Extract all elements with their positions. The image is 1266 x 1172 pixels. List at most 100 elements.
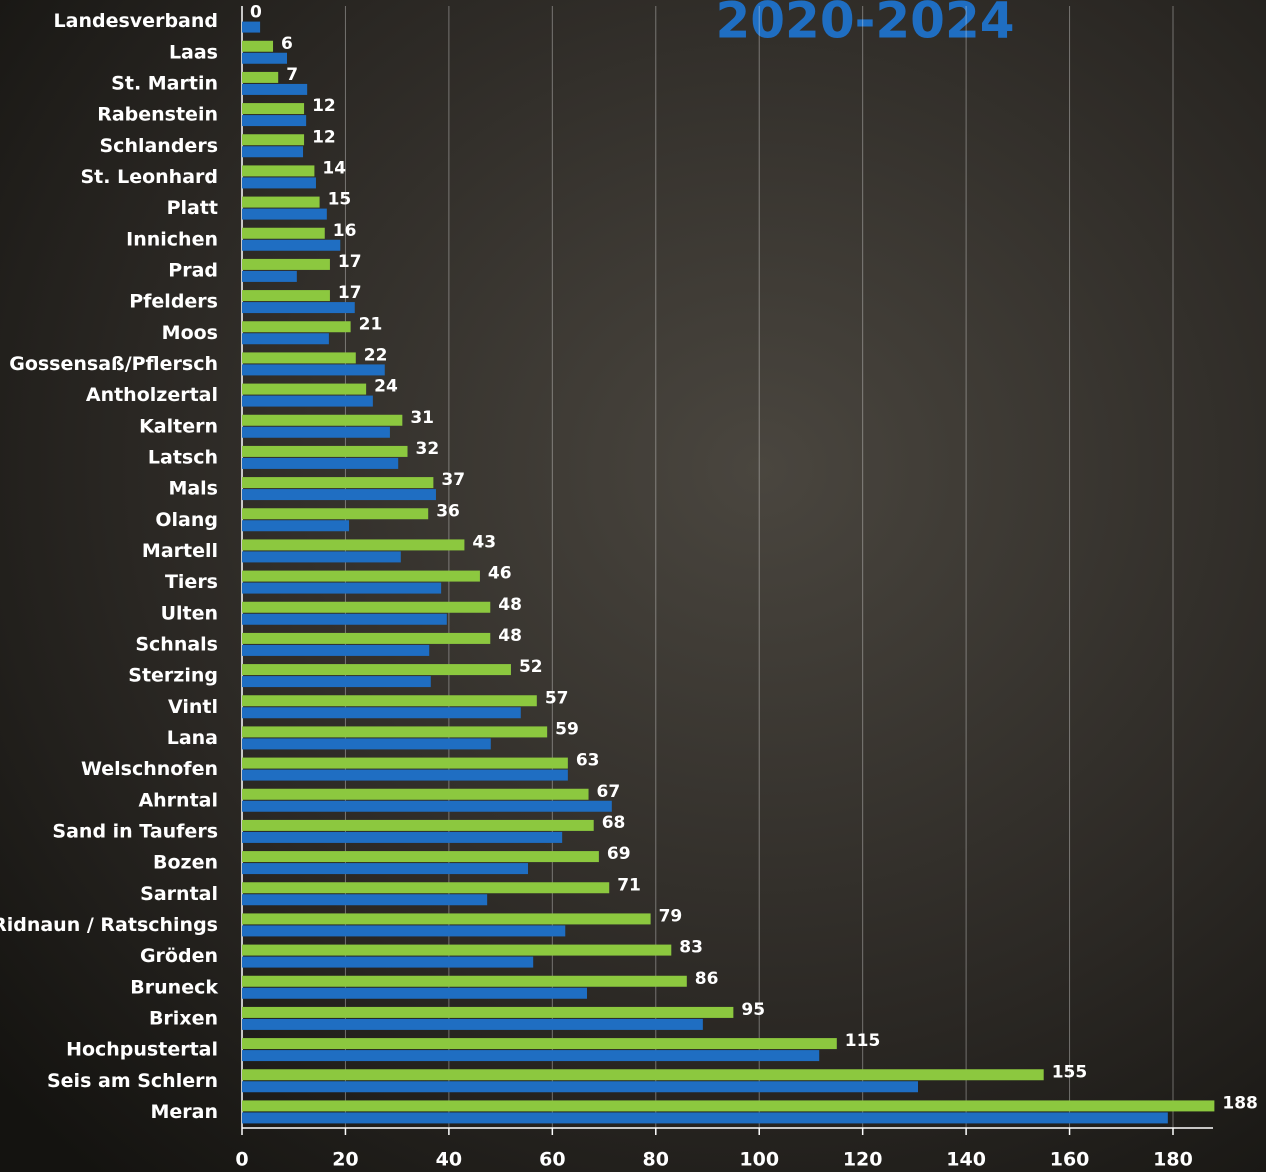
value-label: 79 bbox=[659, 906, 683, 926]
y-tick-label: Innichen bbox=[126, 228, 218, 250]
y-tick-label: Brixen bbox=[149, 1007, 218, 1029]
value-label: 22 bbox=[364, 345, 388, 365]
value-label: 52 bbox=[519, 657, 543, 677]
value-label: 16 bbox=[333, 221, 357, 241]
value-label: 188 bbox=[1222, 1093, 1258, 1113]
value-label: 46 bbox=[488, 564, 512, 584]
value-label: 48 bbox=[498, 626, 522, 646]
x-tick-label: 80 bbox=[643, 1149, 669, 1171]
bar bbox=[242, 333, 329, 344]
y-tick-label: Bruneck bbox=[130, 976, 218, 998]
value-label: 21 bbox=[359, 314, 383, 334]
y-tick-label: Kaltern bbox=[139, 415, 218, 437]
bar bbox=[242, 551, 401, 562]
bar bbox=[242, 197, 320, 208]
bar bbox=[242, 913, 651, 924]
value-label: 115 bbox=[845, 1031, 881, 1051]
bar bbox=[242, 352, 356, 363]
value-label: 32 bbox=[416, 439, 440, 459]
bar bbox=[242, 489, 436, 500]
y-tick-label: Ridnaun / Ratschings bbox=[0, 914, 218, 936]
value-label: 63 bbox=[576, 751, 600, 771]
y-tick-label: Martell bbox=[142, 540, 218, 562]
bar bbox=[242, 976, 687, 987]
bar bbox=[242, 957, 533, 968]
bar bbox=[242, 789, 589, 800]
bar bbox=[242, 738, 491, 749]
y-tick-label: St. Leonhard bbox=[81, 166, 219, 188]
y-tick-label: Laas bbox=[169, 41, 218, 63]
bar bbox=[242, 707, 521, 718]
bar bbox=[242, 364, 385, 375]
y-tick-label: Sarntal bbox=[140, 883, 218, 905]
bar bbox=[242, 758, 568, 769]
value-label: 7 bbox=[286, 65, 298, 85]
y-tick-label: Pfelders bbox=[129, 291, 218, 313]
bar bbox=[242, 415, 402, 426]
bar bbox=[242, 770, 568, 781]
y-tick-label: Rabenstein bbox=[97, 104, 218, 126]
bar bbox=[242, 271, 297, 282]
bar bbox=[242, 446, 408, 457]
y-tick-label: Antholzertal bbox=[86, 384, 218, 406]
y-tick-label: Gossensaß/Pflersch bbox=[9, 353, 218, 375]
x-tick-label: 0 bbox=[235, 1149, 248, 1171]
value-label: 6 bbox=[281, 34, 293, 54]
bar bbox=[242, 801, 612, 812]
bar bbox=[242, 894, 487, 905]
y-tick-label: Hochpustertal bbox=[66, 1039, 218, 1061]
bar bbox=[242, 290, 330, 301]
value-label: 0 bbox=[250, 3, 262, 23]
value-label: 36 bbox=[436, 501, 460, 521]
bar bbox=[242, 988, 587, 999]
bar bbox=[242, 165, 314, 176]
y-tick-label: Tiers bbox=[165, 571, 218, 593]
bar bbox=[242, 925, 565, 936]
bar bbox=[242, 41, 273, 52]
bar bbox=[242, 539, 464, 550]
value-label: 67 bbox=[597, 782, 621, 802]
y-tick-label: Moos bbox=[162, 322, 218, 344]
bar bbox=[242, 134, 304, 145]
value-label: 12 bbox=[312, 127, 336, 147]
page: 2020-2024 020406080100120140160180Landes… bbox=[0, 0, 1266, 1172]
y-tick-label: Meran bbox=[150, 1101, 218, 1123]
bar bbox=[242, 84, 307, 95]
y-tick-label: Bozen bbox=[153, 852, 218, 874]
bar bbox=[242, 520, 349, 531]
bar bbox=[242, 832, 562, 843]
y-tick-label: Sterzing bbox=[128, 665, 218, 687]
bar bbox=[242, 1112, 1168, 1123]
bar bbox=[242, 53, 287, 64]
x-tick-label: 40 bbox=[436, 1149, 462, 1171]
value-label: 12 bbox=[312, 96, 336, 116]
bar bbox=[242, 1019, 703, 1030]
value-label: 95 bbox=[741, 1000, 765, 1020]
bar bbox=[242, 1081, 918, 1092]
y-tick-label: Sand in Taufers bbox=[52, 820, 218, 842]
value-label: 14 bbox=[322, 158, 346, 178]
bar bbox=[242, 851, 599, 862]
bar bbox=[242, 676, 431, 687]
bar bbox=[242, 477, 433, 488]
y-tick-label: Schlanders bbox=[100, 135, 219, 157]
bar bbox=[242, 396, 373, 407]
value-label: 31 bbox=[410, 408, 434, 428]
x-tick-label: 20 bbox=[332, 1149, 358, 1171]
y-tick-label: Landesverband bbox=[54, 10, 218, 32]
y-tick-label: Platt bbox=[167, 197, 218, 219]
bar bbox=[242, 1050, 819, 1061]
bar bbox=[242, 302, 355, 313]
x-tick-label: 100 bbox=[739, 1149, 779, 1171]
y-tick-label: Welschnofen bbox=[81, 758, 218, 780]
y-tick-label: Latsch bbox=[148, 446, 218, 468]
value-label: 69 bbox=[607, 844, 631, 864]
bar bbox=[242, 1069, 1044, 1080]
value-label: 48 bbox=[498, 595, 522, 615]
bar bbox=[242, 645, 429, 656]
bar bbox=[242, 583, 441, 594]
bar bbox=[242, 820, 594, 831]
y-tick-label: Schnals bbox=[135, 633, 218, 655]
bar bbox=[242, 602, 490, 613]
x-tick-label: 160 bbox=[1050, 1149, 1090, 1171]
